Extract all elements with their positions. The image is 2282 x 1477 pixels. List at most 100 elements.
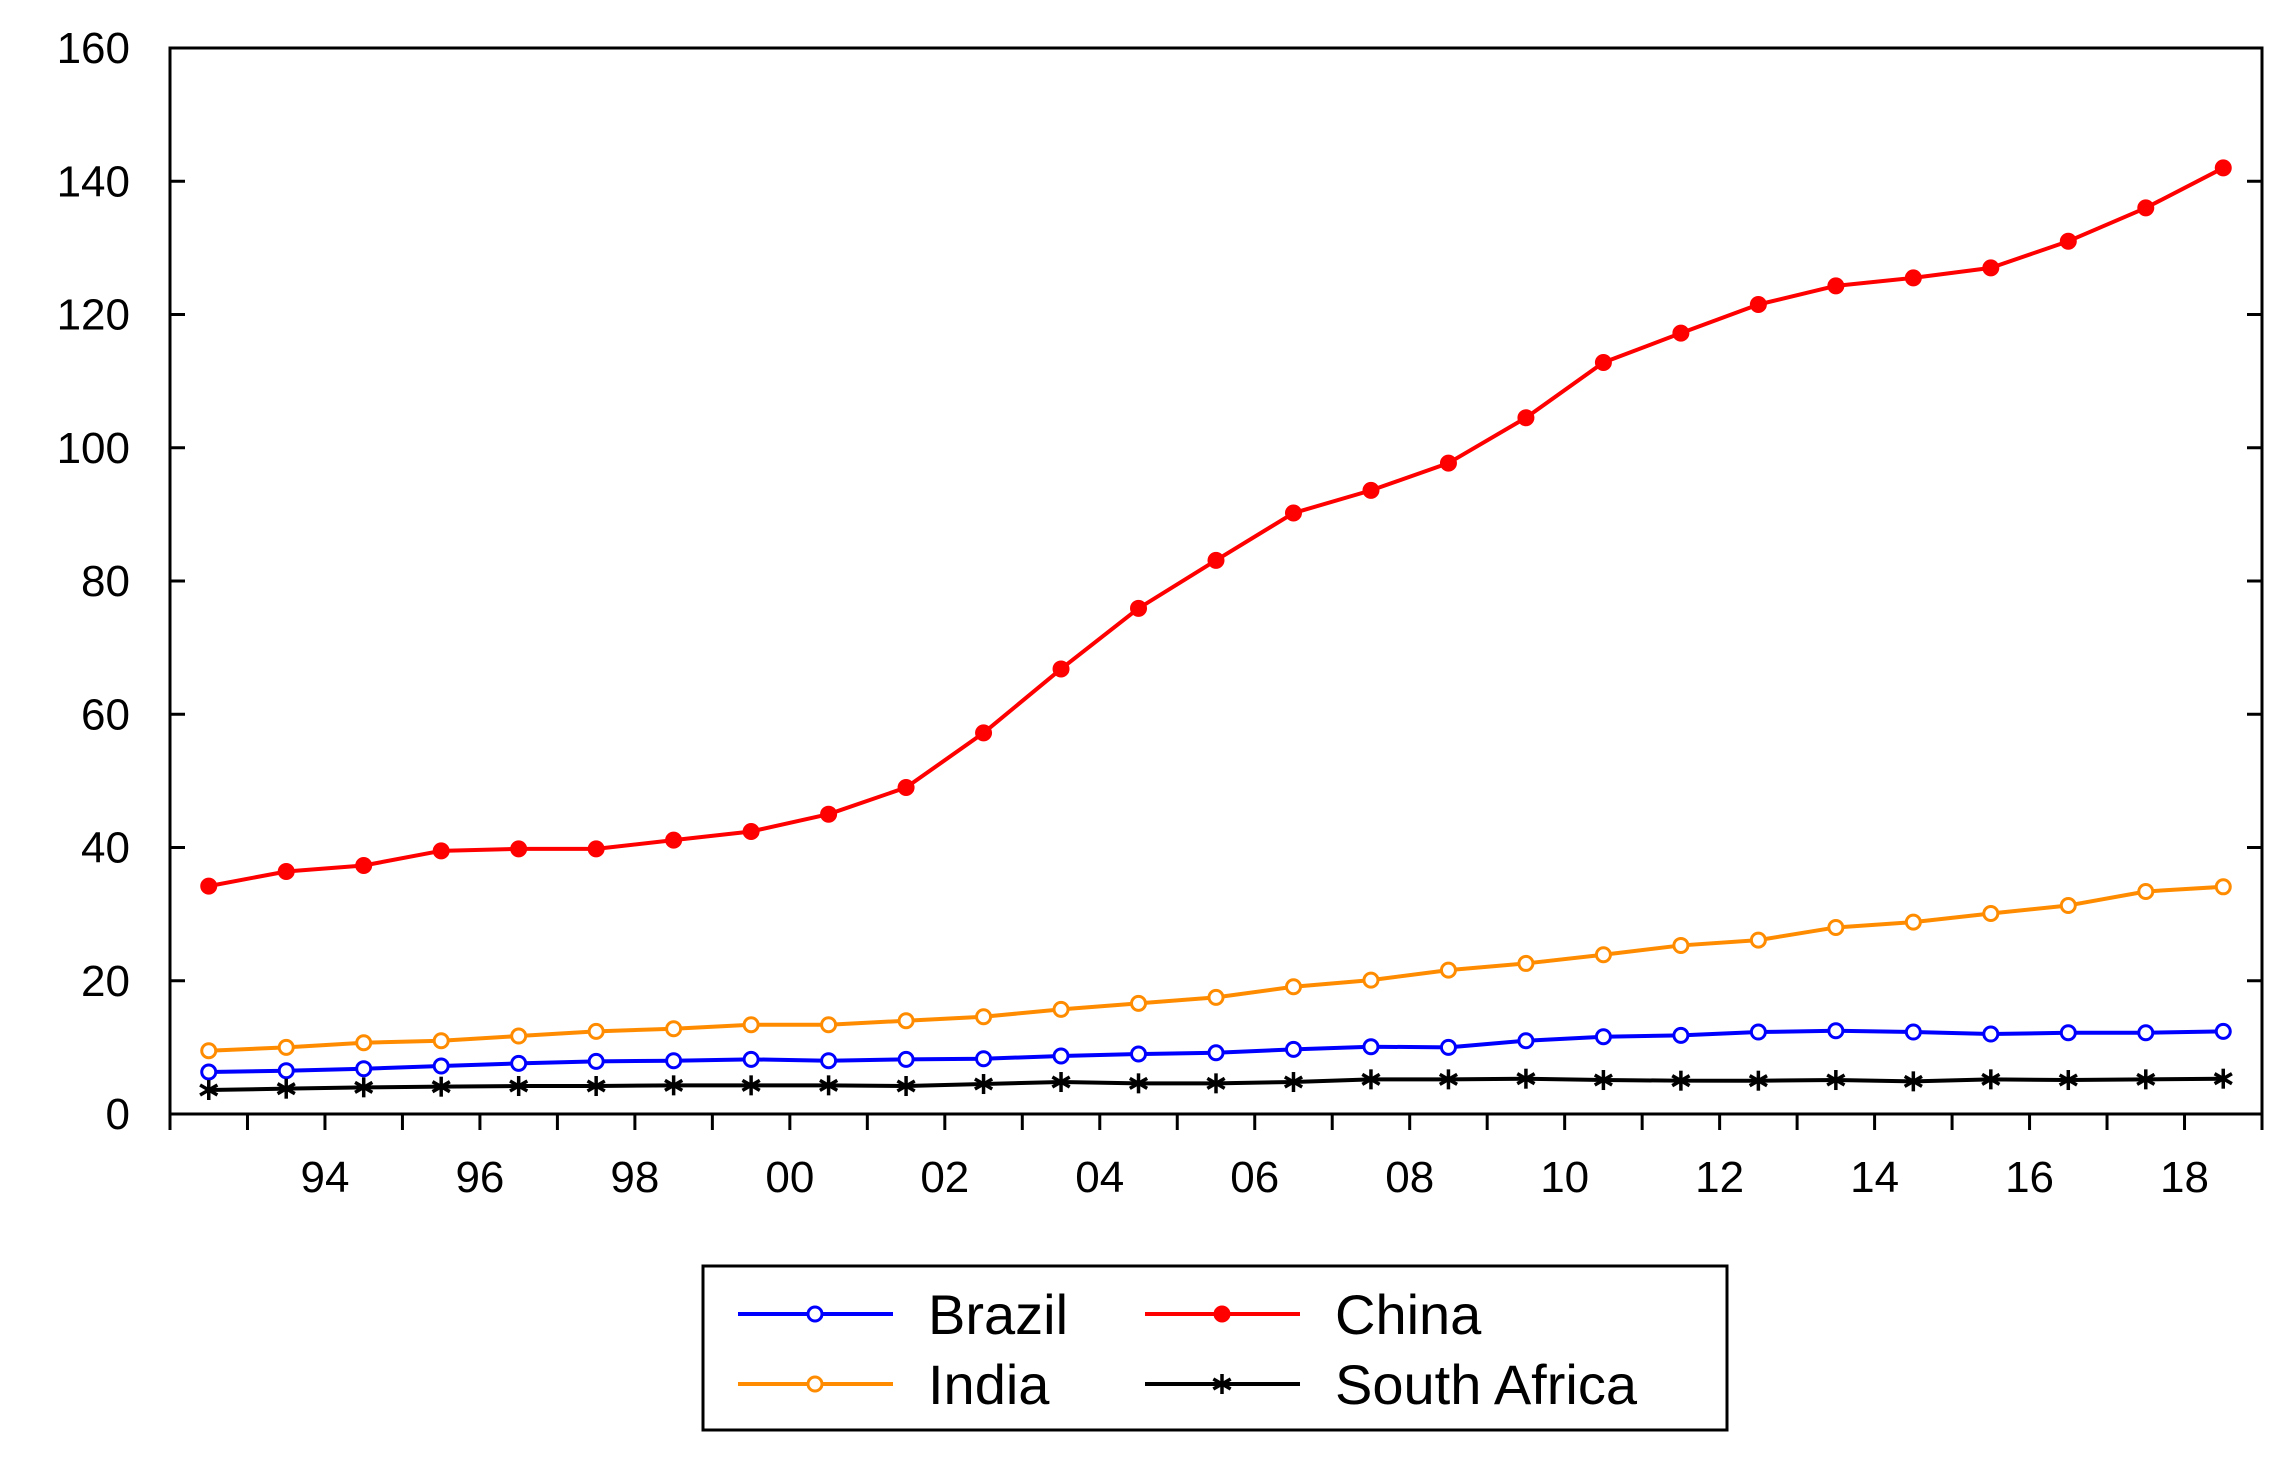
legend-marker-china [1213, 1305, 1231, 1323]
data-point-brazil [1982, 1025, 2000, 1043]
y-tick-label: 100 [57, 424, 130, 473]
legend-box [701, 1264, 1729, 1432]
data-point-south-africa-stroke [1438, 1072, 1458, 1086]
data-point-south-africa-stroke [741, 1078, 761, 1092]
x-tick-label: 00 [765, 1153, 814, 1202]
legend-label-china: China [1335, 1283, 1482, 1346]
data-point-brazil [1052, 1047, 1070, 1065]
data-point-brazil [742, 1050, 760, 1068]
series-layer [199, 159, 2233, 1101]
data-point-south-africa [199, 1080, 219, 1101]
data-point-india [1207, 988, 1225, 1006]
data-point-india [1904, 913, 1922, 931]
data-point-india [665, 1020, 683, 1038]
data-point-south-africa [1593, 1070, 1613, 1091]
data-point-south-africa [1516, 1068, 1536, 1089]
data-point-south-africa [664, 1075, 684, 1096]
data-point-brazil [1517, 1032, 1535, 1050]
series-line-india [208, 884, 2224, 1053]
data-point-india [1284, 978, 1302, 996]
data-point-china [2059, 232, 2077, 250]
data-point-china [665, 831, 683, 849]
data-point-south-africa [2058, 1070, 2078, 1091]
y-tick-label: 40 [81, 824, 130, 873]
data-point-south-africa-stroke [1128, 1076, 1149, 1090]
data-point-india [1362, 971, 1380, 989]
data-point-brazil [200, 1063, 218, 1081]
legend-item-india: India [738, 1353, 1050, 1416]
x-tick-label: 98 [610, 1153, 659, 1202]
data-point-india [975, 1008, 993, 1026]
data-point-south-africa-stroke [1981, 1072, 2001, 1086]
data-point-south-africa-stroke [1671, 1074, 1691, 1088]
data-point-india [897, 1012, 915, 1030]
data-point-south-africa-stroke [1206, 1076, 1226, 1090]
data-point-south-africa-stroke [1826, 1073, 1846, 1087]
data-point-south-africa-stroke [1748, 1074, 1768, 1088]
data-point-south-africa [2213, 1068, 2233, 1089]
y-axis: 0 20 40 60 80 100 120 140 160 [57, 24, 2262, 1139]
data-point-south-africa-stroke [1361, 1072, 1381, 1086]
data-point-india [200, 1042, 218, 1060]
x-tick-label: 10 [1540, 1153, 1589, 1202]
x-tick-label: 18 [2160, 1153, 2209, 1202]
data-point-india [1827, 918, 1845, 936]
data-point-south-africa-stroke [509, 1079, 529, 1093]
y-tick-label: 120 [57, 291, 130, 340]
data-point-brazil [1594, 1028, 1612, 1046]
data-point-south-africa-stroke [819, 1078, 839, 1092]
data-point-brazil [665, 1052, 683, 1070]
data-point-china [355, 856, 373, 874]
x-tick-label: 06 [1230, 1153, 1279, 1202]
data-point-india [1517, 954, 1535, 972]
data-point-india [587, 1022, 605, 1040]
data-point-brazil [2214, 1022, 2232, 1040]
data-point-south-africa [819, 1075, 839, 1096]
legend-label-south-africa: South Africa [1335, 1353, 1638, 1416]
data-point-south-africa-stroke [276, 1082, 296, 1096]
data-point-india [1594, 946, 1612, 964]
data-point-india [1749, 931, 1767, 949]
data-point-south-africa [509, 1076, 529, 1097]
data-point-china [1130, 599, 1148, 617]
data-point-china [2137, 199, 2155, 217]
legend-label-india: India [928, 1353, 1050, 1416]
data-point-south-africa-stroke [1516, 1072, 1536, 1086]
x-tick-label: 04 [1075, 1153, 1124, 1202]
data-point-india [510, 1027, 528, 1045]
data-point-india [1439, 961, 1457, 979]
data-point-south-africa [354, 1077, 374, 1098]
data-point-brazil [975, 1050, 993, 1068]
y-tick-label: 140 [57, 157, 130, 206]
data-point-south-africa-stroke [1283, 1075, 1304, 1089]
plot-frame [168, 46, 2264, 1116]
data-point-south-africa-stroke [2213, 1072, 2233, 1086]
y-tick-label: 160 [57, 24, 130, 73]
data-point-china [1672, 324, 1690, 342]
data-point-brazil [1207, 1044, 1225, 1062]
data-point-south-africa [2136, 1069, 2156, 1090]
data-point-china [1207, 551, 1225, 569]
data-point-brazil [432, 1057, 450, 1075]
data-point-brazil [1439, 1038, 1457, 1056]
data-point-china [820, 805, 838, 823]
data-point-south-africa [1981, 1069, 2001, 1090]
data-point-brazil [1749, 1023, 1767, 1041]
x-axis: 94 96 98 00 02 04 06 08 10 12 14 16 18 [168, 1114, 2264, 1202]
y-tick-label: 0 [106, 1090, 130, 1139]
data-point-india [1672, 936, 1690, 954]
data-point-brazil [355, 1060, 373, 1078]
data-point-china [1362, 481, 1380, 499]
legend-marker-south-africa [1212, 1374, 1232, 1394]
legend-item-china: China [1145, 1283, 1482, 1346]
data-point-south-africa [1128, 1073, 1149, 1094]
data-point-brazil [510, 1054, 528, 1072]
x-tick-label: 94 [300, 1153, 349, 1202]
data-point-china [897, 779, 915, 797]
data-point-south-africa-stroke [1903, 1074, 1923, 1088]
data-point-china [432, 842, 450, 860]
data-point-india [1130, 994, 1148, 1012]
data-point-china [277, 862, 295, 880]
